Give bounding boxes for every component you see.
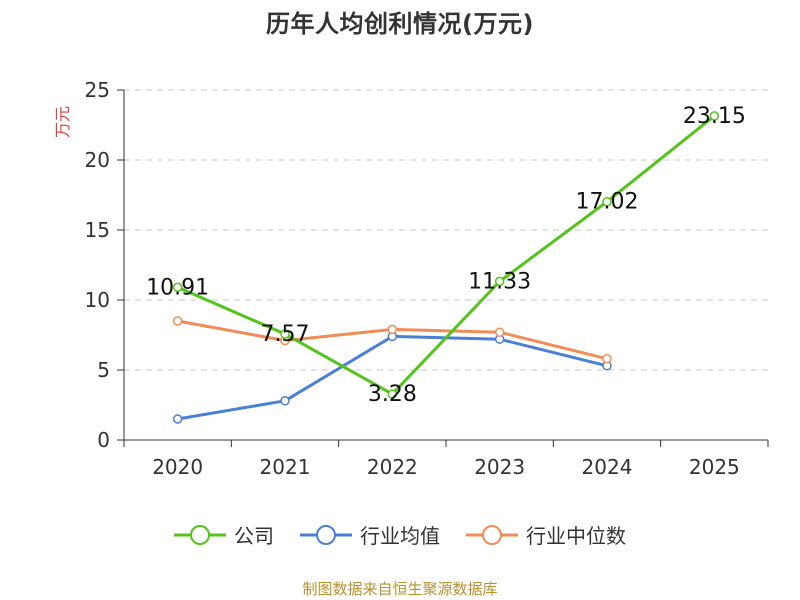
x-axis-tick-labels: 2020 2021 2022 2023 2024 2025 [123,440,769,479]
data-point [172,414,183,424]
legend: 公司 行业均值 行业中位数 [0,520,800,549]
series [172,111,720,424]
legend-label: 公司 [234,524,274,548]
legend-swatch [466,523,518,547]
legend-label: 行业中位数 [526,524,626,548]
series-line [177,114,716,396]
data-point [709,111,720,121]
data-point [172,282,183,293]
data-label: 11.33 [468,269,531,294]
y-tick-label: 15 [85,218,110,242]
data-point [494,327,505,337]
y-axis-label: 万元 [53,106,72,138]
grid-lines [124,89,768,371]
series-1 [172,331,612,424]
series-2 [172,316,612,364]
legend-item-0[interactable]: 公司 [174,520,274,549]
data-point [280,329,290,339]
data-point [602,354,612,364]
y-tick-label: 20 [85,148,110,172]
legend-item-2[interactable]: 行业中位数 [466,520,626,549]
legend-swatch [174,523,226,547]
data-labels: 10.91 7.57 3.28 11.33 17.02 23.15 [146,104,746,407]
source-note: 制图数据来自恒生聚源数据库 [302,580,498,598]
x-tick-label: 2020 [152,455,203,479]
legend-swatch [300,523,352,547]
data-point [172,316,183,326]
y-axis-tick-labels: 0 5 10 15 20 25 [85,78,124,452]
data-point [602,196,612,207]
x-tick-label: 2025 [689,455,740,479]
data-label: 10.91 [146,275,209,300]
legend-item-1[interactable]: 行业均值 [300,520,440,549]
y-tick-label: 25 [85,78,110,102]
series-0 [172,111,720,399]
x-tick-label: 2023 [474,455,525,479]
x-tick-label: 2022 [367,455,418,479]
data-label: 3.28 [368,382,417,407]
x-tick-label: 2024 [582,455,633,479]
legend-label: 行业均值 [360,524,440,548]
data-point [280,396,290,406]
data-point [494,276,505,287]
y-tick-label: 0 [97,428,110,452]
data-label: 23.15 [683,104,746,129]
data-label: 7.57 [261,322,310,347]
y-tick-label: 5 [97,358,110,382]
chart-title: 历年人均创利情况(万元) [266,10,534,38]
axes [123,90,768,441]
x-tick-label: 2021 [260,455,311,479]
y-tick-label: 10 [85,288,110,312]
data-point [387,389,398,399]
data-label: 17.02 [576,190,639,215]
data-point [387,324,398,335]
